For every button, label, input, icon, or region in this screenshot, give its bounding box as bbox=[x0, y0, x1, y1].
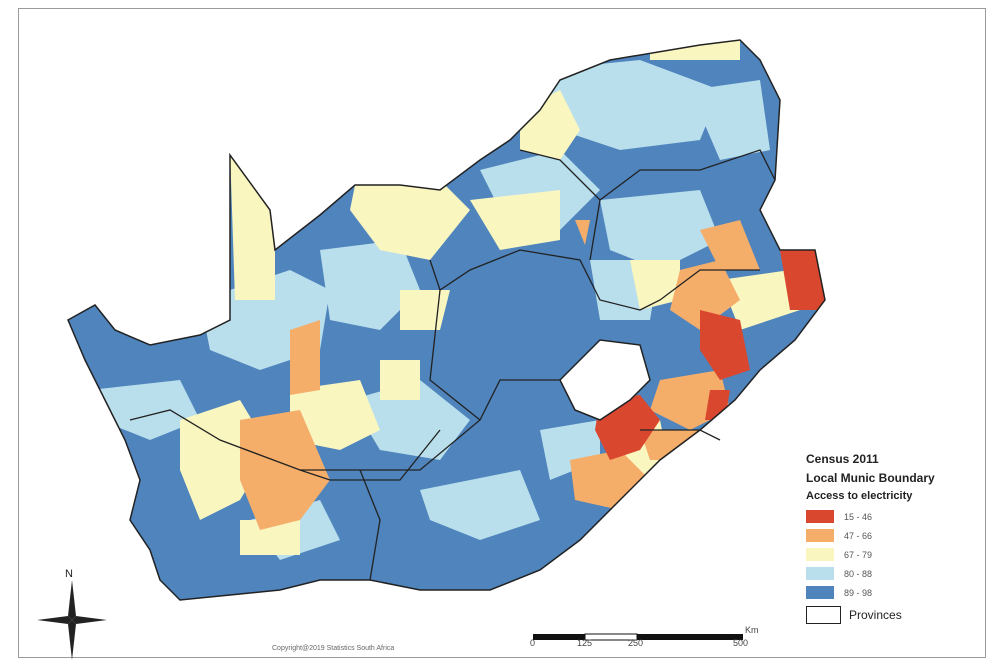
legend-swatch bbox=[806, 510, 834, 523]
legend-label: 15 - 46 bbox=[844, 511, 873, 522]
province-boundaries bbox=[129, 149, 776, 581]
legend-provinces: Provinces bbox=[806, 606, 981, 624]
legend-subtitle: Local Munic Boundary bbox=[806, 471, 935, 485]
compass-rose-icon bbox=[37, 580, 107, 660]
legend-label: 47 - 66 bbox=[844, 530, 873, 541]
legend-item: 67 - 79 bbox=[806, 545, 981, 564]
lesotho bbox=[559, 339, 651, 421]
copyright: Copyright@2019 Statistics South Africa bbox=[272, 645, 395, 652]
map-frame bbox=[18, 8, 986, 658]
scale-unit: Km bbox=[745, 625, 759, 635]
legend-item: 15 - 46 bbox=[806, 507, 981, 526]
scale-tick: 500 bbox=[733, 638, 749, 648]
legend-label: 80 - 88 bbox=[844, 568, 873, 579]
legend: Census 2011 Local Munic Boundary Access … bbox=[806, 452, 981, 624]
legend-label: 89 - 98 bbox=[844, 587, 873, 598]
scale-tick: 0 bbox=[530, 638, 536, 648]
legend-variable: Access to electricity bbox=[806, 490, 913, 502]
scale-tick: 250 bbox=[628, 638, 644, 648]
province-swatch bbox=[806, 606, 841, 624]
legend-swatch bbox=[806, 529, 834, 542]
legend-swatch bbox=[806, 567, 834, 580]
legend-label: 67 - 79 bbox=[844, 549, 873, 560]
legend-item: 47 - 66 bbox=[806, 526, 981, 545]
north-label: N bbox=[65, 568, 73, 580]
legend-swatch bbox=[806, 586, 834, 599]
legend-title: Census 2011 bbox=[806, 452, 879, 466]
scale-bar-graphic bbox=[533, 633, 743, 641]
scale-tick: 125 bbox=[577, 638, 593, 648]
municipality-class-47-66 bbox=[240, 220, 760, 530]
legend-item: 80 - 88 bbox=[806, 564, 981, 583]
scale-bar: Km 0 125 250 500 bbox=[530, 625, 759, 648]
legend-item: 89 - 98 bbox=[806, 583, 981, 602]
legend-swatch bbox=[806, 548, 834, 561]
legend-label: Provinces bbox=[849, 608, 902, 622]
